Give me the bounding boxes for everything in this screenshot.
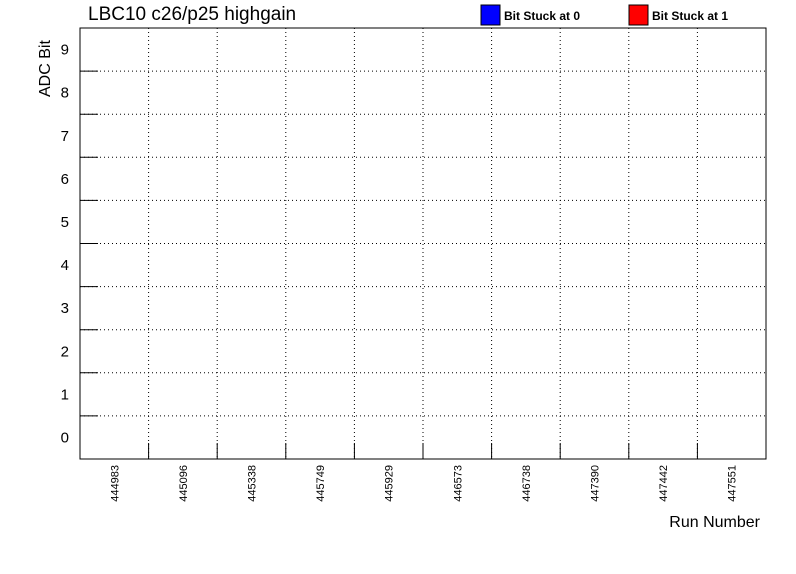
legend-label-stuck-1: Bit Stuck at 1 bbox=[652, 9, 728, 23]
legend: Bit Stuck at 0 Bit Stuck at 1 bbox=[480, 4, 728, 26]
y-tick-label: 1 bbox=[61, 386, 69, 403]
y-axis-title: ADC Bit bbox=[37, 40, 54, 97]
chart-title: LBC10 c26/p25 highgain bbox=[88, 4, 296, 25]
y-tick-label: 0 bbox=[61, 429, 69, 446]
y-tick-labels: 0 1 2 3 4 5 6 7 8 9 bbox=[61, 42, 69, 447]
y-tick-label: 2 bbox=[61, 343, 69, 360]
legend-item-stuck-1: Bit Stuck at 1 bbox=[628, 4, 728, 26]
grid-lines bbox=[80, 28, 766, 459]
x-tick-label: 446738 bbox=[521, 465, 533, 502]
y-tick-label: 3 bbox=[61, 300, 69, 317]
y-tick-label: 7 bbox=[61, 128, 69, 145]
x-tick-label: 445749 bbox=[315, 465, 327, 502]
x-tick-label: 447390 bbox=[590, 465, 602, 502]
x-tick-label: 447551 bbox=[727, 465, 739, 502]
legend-label-stuck-0: Bit Stuck at 0 bbox=[504, 9, 580, 23]
x-tick-label: 444983 bbox=[109, 465, 121, 502]
x-tick-label: 446573 bbox=[452, 465, 464, 502]
legend-item-stuck-0: Bit Stuck at 0 bbox=[480, 4, 580, 26]
axis-ticks bbox=[80, 70, 698, 459]
y-tick-label: 9 bbox=[61, 42, 69, 59]
x-tick-label: 445338 bbox=[247, 465, 259, 502]
x-axis-title: Run Number bbox=[669, 514, 760, 531]
y-tick-label: 8 bbox=[61, 85, 69, 102]
legend-swatch-stuck-1 bbox=[628, 4, 649, 26]
y-tick-label: 4 bbox=[61, 257, 69, 274]
legend-swatch-stuck-0 bbox=[480, 4, 501, 26]
y-tick-label: 6 bbox=[61, 171, 69, 188]
x-tick-label: 445929 bbox=[384, 465, 396, 502]
x-tick-label: 447442 bbox=[658, 465, 670, 502]
x-tick-label: 445096 bbox=[178, 465, 190, 502]
x-tick-labels: 444983 445096 445338 445749 445929 446573 4467… bbox=[109, 465, 738, 502]
y-tick-label: 5 bbox=[61, 214, 69, 231]
